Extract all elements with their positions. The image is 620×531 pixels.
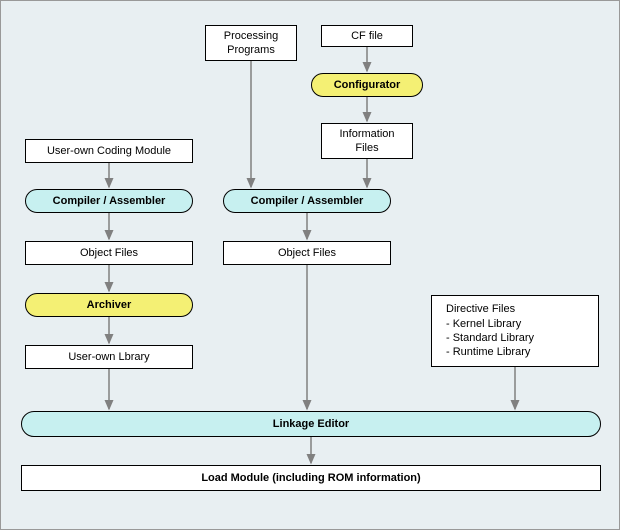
linkage-editor-pill: Linkage Editor — [21, 411, 601, 437]
object-files-mid-box: Object Files — [223, 241, 391, 265]
compiler-assembler-left-pill: Compiler / Assembler — [25, 189, 193, 213]
cf-file-box: CF file — [321, 25, 413, 47]
arrows-layer — [1, 1, 620, 531]
configurator-pill: Configurator — [311, 73, 423, 97]
archiver-pill: Archiver — [25, 293, 193, 317]
compiler-assembler-mid-pill: Compiler / Assembler — [223, 189, 391, 213]
directive-files-box: Directive Files - Kernel Library - Stand… — [431, 295, 599, 367]
user-coding-module-box: User-own Coding Module — [25, 139, 193, 163]
diagram-canvas: Processing Programs CF file Configurator… — [0, 0, 620, 530]
information-files-box: Information Files — [321, 123, 413, 159]
object-files-left-box: Object Files — [25, 241, 193, 265]
user-own-library-box: User-own Lbrary — [25, 345, 193, 369]
processing-programs-box: Processing Programs — [205, 25, 297, 61]
load-module-box: Load Module (including ROM information) — [21, 465, 601, 491]
